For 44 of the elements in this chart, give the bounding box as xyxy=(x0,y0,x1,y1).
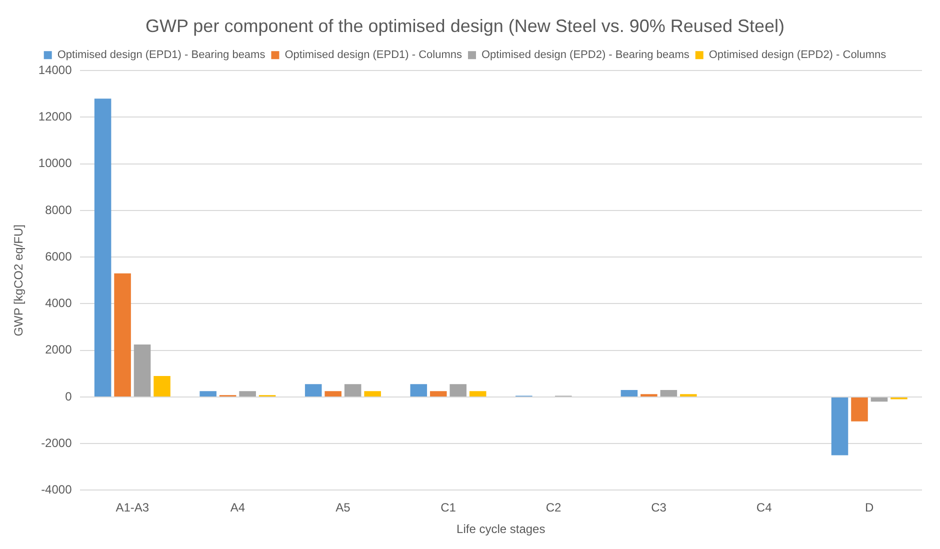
y-tick-label: 10000 xyxy=(38,156,72,170)
x-tick-label: A4 xyxy=(230,500,246,515)
x-tick-label: D xyxy=(865,500,874,515)
legend-label: Optimised design (EPD1) - Bearing beams xyxy=(57,49,266,62)
bar xyxy=(450,384,467,396)
x-tick-label: A1-A3 xyxy=(116,500,150,515)
bar xyxy=(114,273,131,396)
x-tick-label: C2 xyxy=(546,500,562,515)
legend-label: Optimised design (EPD1) - Columns xyxy=(284,49,462,62)
bar xyxy=(851,397,868,422)
y-tick-label: 12000 xyxy=(38,110,72,124)
bar xyxy=(660,390,678,396)
y-tick-label: 8000 xyxy=(45,202,72,217)
bar xyxy=(154,376,170,396)
x-tick-label: A5 xyxy=(336,500,351,515)
bar xyxy=(620,390,638,396)
bar xyxy=(430,391,447,396)
y-tick-label: 14000 xyxy=(38,62,72,77)
y-tick-label: 2000 xyxy=(45,342,72,357)
y-tick-label: -4000 xyxy=(41,482,72,497)
bar xyxy=(364,391,381,396)
x-axis-title: Life cycle stages xyxy=(456,522,546,536)
y-tick-label: -2000 xyxy=(41,436,72,450)
bar xyxy=(870,397,888,402)
y-tick-label: 4000 xyxy=(45,296,72,310)
y-tick-label: 6000 xyxy=(45,249,72,264)
x-tick-label: C3 xyxy=(651,500,667,515)
bar xyxy=(304,384,322,396)
bar xyxy=(410,384,428,396)
y-axis-title: GWP [kgCO2 eq/FU] xyxy=(12,224,26,336)
bar xyxy=(831,397,848,456)
bar xyxy=(239,391,256,396)
legend-label: Optimised design (EPD2) - Columns xyxy=(708,49,887,62)
x-tick-label: C1 xyxy=(440,500,456,515)
bar xyxy=(200,391,216,396)
x-tick-label: C4 xyxy=(756,500,772,515)
chart-title: GWP per component of the optimised design (New Steel vs. 90% Reused Steel) xyxy=(146,16,784,36)
bar xyxy=(469,391,486,396)
y-tick-label: 0 xyxy=(65,389,72,404)
bar xyxy=(344,384,362,396)
bar xyxy=(324,391,342,396)
bar xyxy=(134,344,151,396)
legend-label: Optimised design (EPD2) - Bearing beams xyxy=(482,49,690,62)
bar xyxy=(94,98,112,396)
